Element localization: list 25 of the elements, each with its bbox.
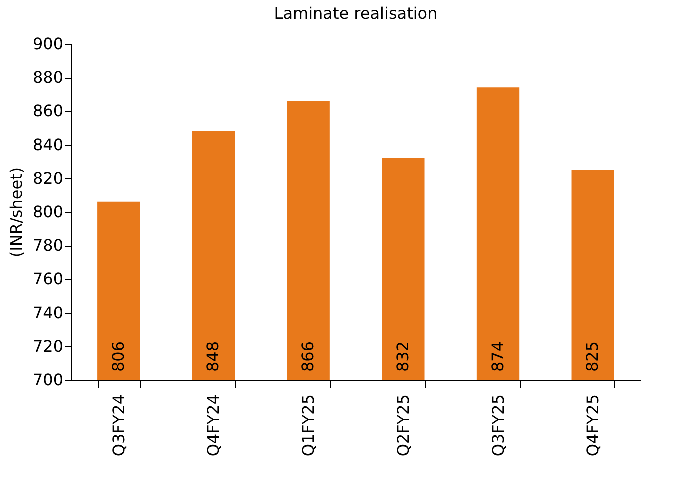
y-tick-label: 800 — [32, 202, 64, 222]
x-tick-label: Q1FY25 — [299, 394, 318, 457]
data-label: 806 — [108, 341, 128, 372]
y-tick-label: 900 — [32, 34, 64, 54]
data-label: 874 — [488, 341, 508, 372]
x-tick-label: Q4FY24 — [204, 394, 224, 457]
data-label: 825 — [583, 341, 602, 372]
chart-title: Laminate realisation — [274, 4, 438, 23]
y-axis-title: (INR/sheet) — [6, 167, 26, 258]
x-tick-label: Q4FY25 — [584, 394, 603, 457]
y-tick-label: 860 — [32, 102, 64, 121]
y-tick-label: 880 — [32, 68, 64, 88]
y-tick-label: 740 — [32, 303, 64, 322]
y-tick-label: 820 — [32, 168, 64, 188]
y-tick-label: 780 — [32, 236, 64, 256]
x-tick-label: Q3FY25 — [488, 394, 508, 457]
data-label: 848 — [204, 341, 223, 372]
data-label: 866 — [298, 341, 318, 372]
y-tick-label: 840 — [32, 135, 64, 154]
y-tick-label: 720 — [32, 336, 64, 356]
y-tick-label: 760 — [32, 270, 64, 289]
y-tick-label: 700 — [32, 370, 64, 390]
x-tick-label: Q2FY25 — [394, 394, 413, 457]
x-tick-label: Q3FY24 — [109, 394, 128, 457]
data-label: 832 — [393, 341, 412, 372]
